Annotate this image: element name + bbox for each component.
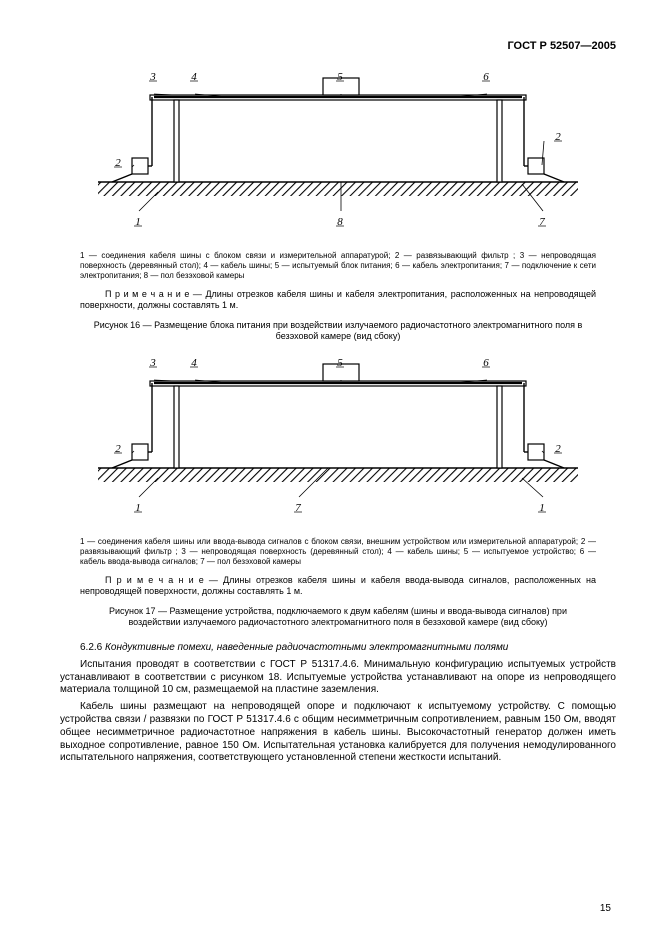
figure-16-note: П р и м е ч а н и е — Длины отрезков каб…: [80, 289, 596, 312]
paragraph-2: Кабель шины размещают на непроводящей оп…: [60, 701, 616, 765]
figure-17-note: П р и м е ч а н и е — Длины отрезков каб…: [80, 575, 596, 598]
figure-16-caption: Рисунок 16 — Размещение блока питания пр…: [90, 320, 586, 343]
figure-16: 345622187: [60, 70, 616, 245]
figure-17-legend: 1 — соединения кабеля шины или ввода-выв…: [80, 537, 596, 567]
doc-header: ГОСТ Р 52507—2005: [60, 40, 616, 52]
page: ГОСТ Р 52507—2005: [0, 0, 661, 936]
figure-17: 345622171: [60, 356, 616, 531]
figure-16-svg: 345622187: [68, 70, 608, 240]
paragraph-1: Испытания проводят в соответствии с ГОСТ…: [60, 659, 616, 697]
page-number: 15: [600, 903, 611, 914]
section-title: Кондуктивные помехи, наведенные радиочас…: [105, 642, 508, 653]
section-6-2-6-heading: 6.2.6 Кондуктивные помехи, наведенные ра…: [60, 642, 616, 655]
figure-17-svg: 345622171: [68, 356, 608, 526]
section-number: 6.2.6: [80, 642, 105, 653]
figure-16-legend: 1 — соединения кабеля шины с блоком связ…: [80, 251, 596, 281]
figure-17-caption: Рисунок 17 — Размещение устройства, подк…: [90, 606, 586, 629]
